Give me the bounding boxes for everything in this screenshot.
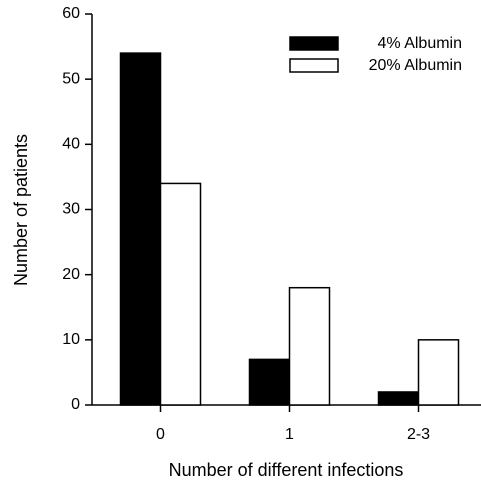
x-tick-label: 2-3 — [407, 426, 430, 443]
y-tick-label: 40 — [62, 136, 80, 153]
bar — [377, 391, 420, 406]
y-tick-label: 60 — [62, 5, 80, 22]
x-tick-label: 1 — [285, 426, 294, 443]
legend-label: 20% Albumin — [369, 57, 462, 74]
y-tick-label: 10 — [62, 331, 80, 348]
y-tick-label: 50 — [62, 70, 80, 87]
y-axis-label: Number of patients — [11, 134, 31, 286]
bar — [159, 182, 202, 406]
x-axis-label: Number of different infections — [169, 460, 404, 480]
x-tick-label: 0 — [156, 426, 165, 443]
bar — [248, 358, 291, 406]
y-tick-label: 30 — [62, 201, 80, 218]
bar — [288, 286, 331, 406]
legend-swatch — [289, 58, 339, 73]
y-tick-label: 0 — [71, 396, 80, 413]
legend-label: 4% Albumin — [378, 35, 463, 52]
legend-swatch — [289, 36, 339, 51]
bar — [417, 339, 460, 406]
bar — [119, 52, 162, 406]
y-tick-label: 20 — [62, 266, 80, 283]
